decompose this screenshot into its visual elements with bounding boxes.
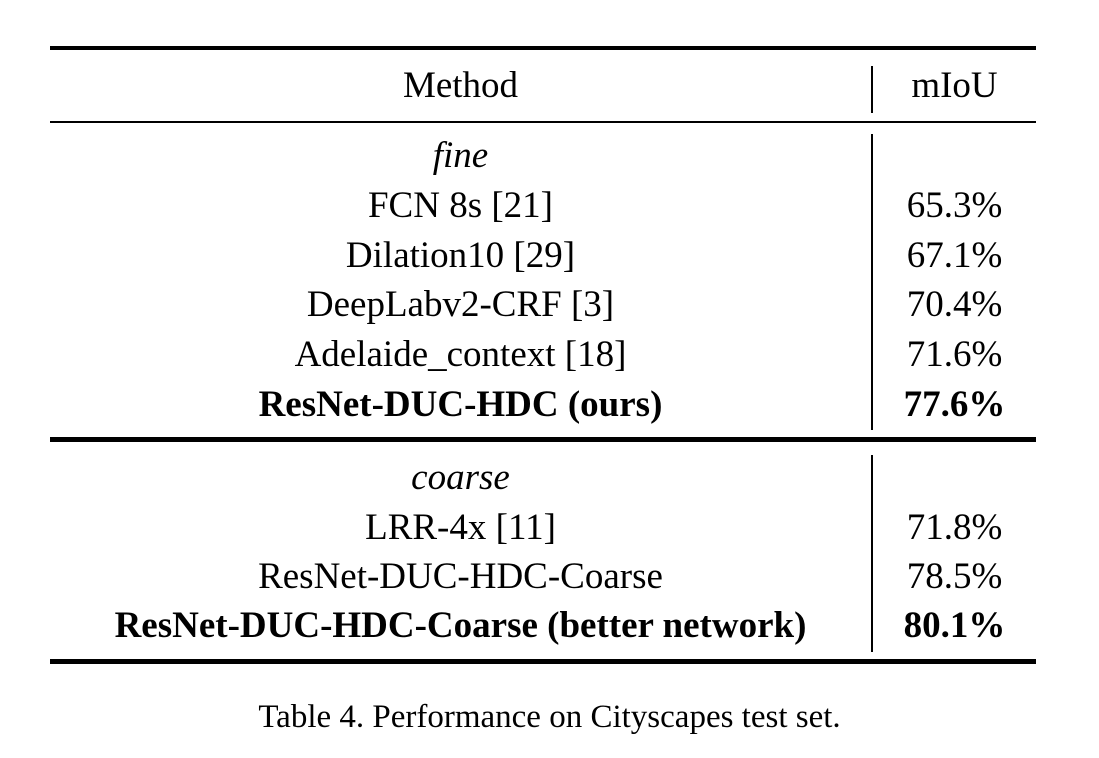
table-row-method-highlight: ResNet-DUC-HDC-Coarse (better network) [114,605,807,646]
table-row-method: Dilation10 [29] [345,235,576,276]
column-divider [871,134,873,430]
section-label-coarse: coarse [411,457,510,498]
header-miou: mIoU [911,65,998,106]
column-divider [871,455,873,652]
table-row-method-highlight: ResNet-DUC-HDC (ours) [258,384,663,425]
table-row-method: Adelaide_context [18] [294,334,627,375]
bottom-rule [50,659,1036,664]
table-row-method: FCN 8s [21] [367,185,554,226]
header-method: Method [402,65,519,106]
table-row-miou: 78.5% [906,556,1003,597]
table-caption: Table 4. Performance on Cityscapes test … [258,699,841,735]
table-row-miou: 70.4% [906,284,1003,325]
table-row-miou: 67.1% [906,235,1003,276]
table-row-miou: 71.6% [906,334,1003,375]
table-row-miou: 65.3% [906,185,1003,226]
column-divider [871,66,873,113]
table-row-miou-highlight: 77.6% [903,384,1006,425]
table-row-method: DeepLabv2-CRF [3] [306,284,615,325]
table-row-miou-highlight: 80.1% [903,605,1006,646]
table-row-method: ResNet-DUC-HDC-Coarse [258,556,663,597]
header-rule [50,121,1036,123]
section-label-fine: fine [432,135,489,176]
top-rule [50,46,1036,50]
table-row-method: LRR-4x [11] [365,507,556,548]
table-row-miou: 71.8% [906,507,1003,548]
section-rule [50,437,1036,442]
